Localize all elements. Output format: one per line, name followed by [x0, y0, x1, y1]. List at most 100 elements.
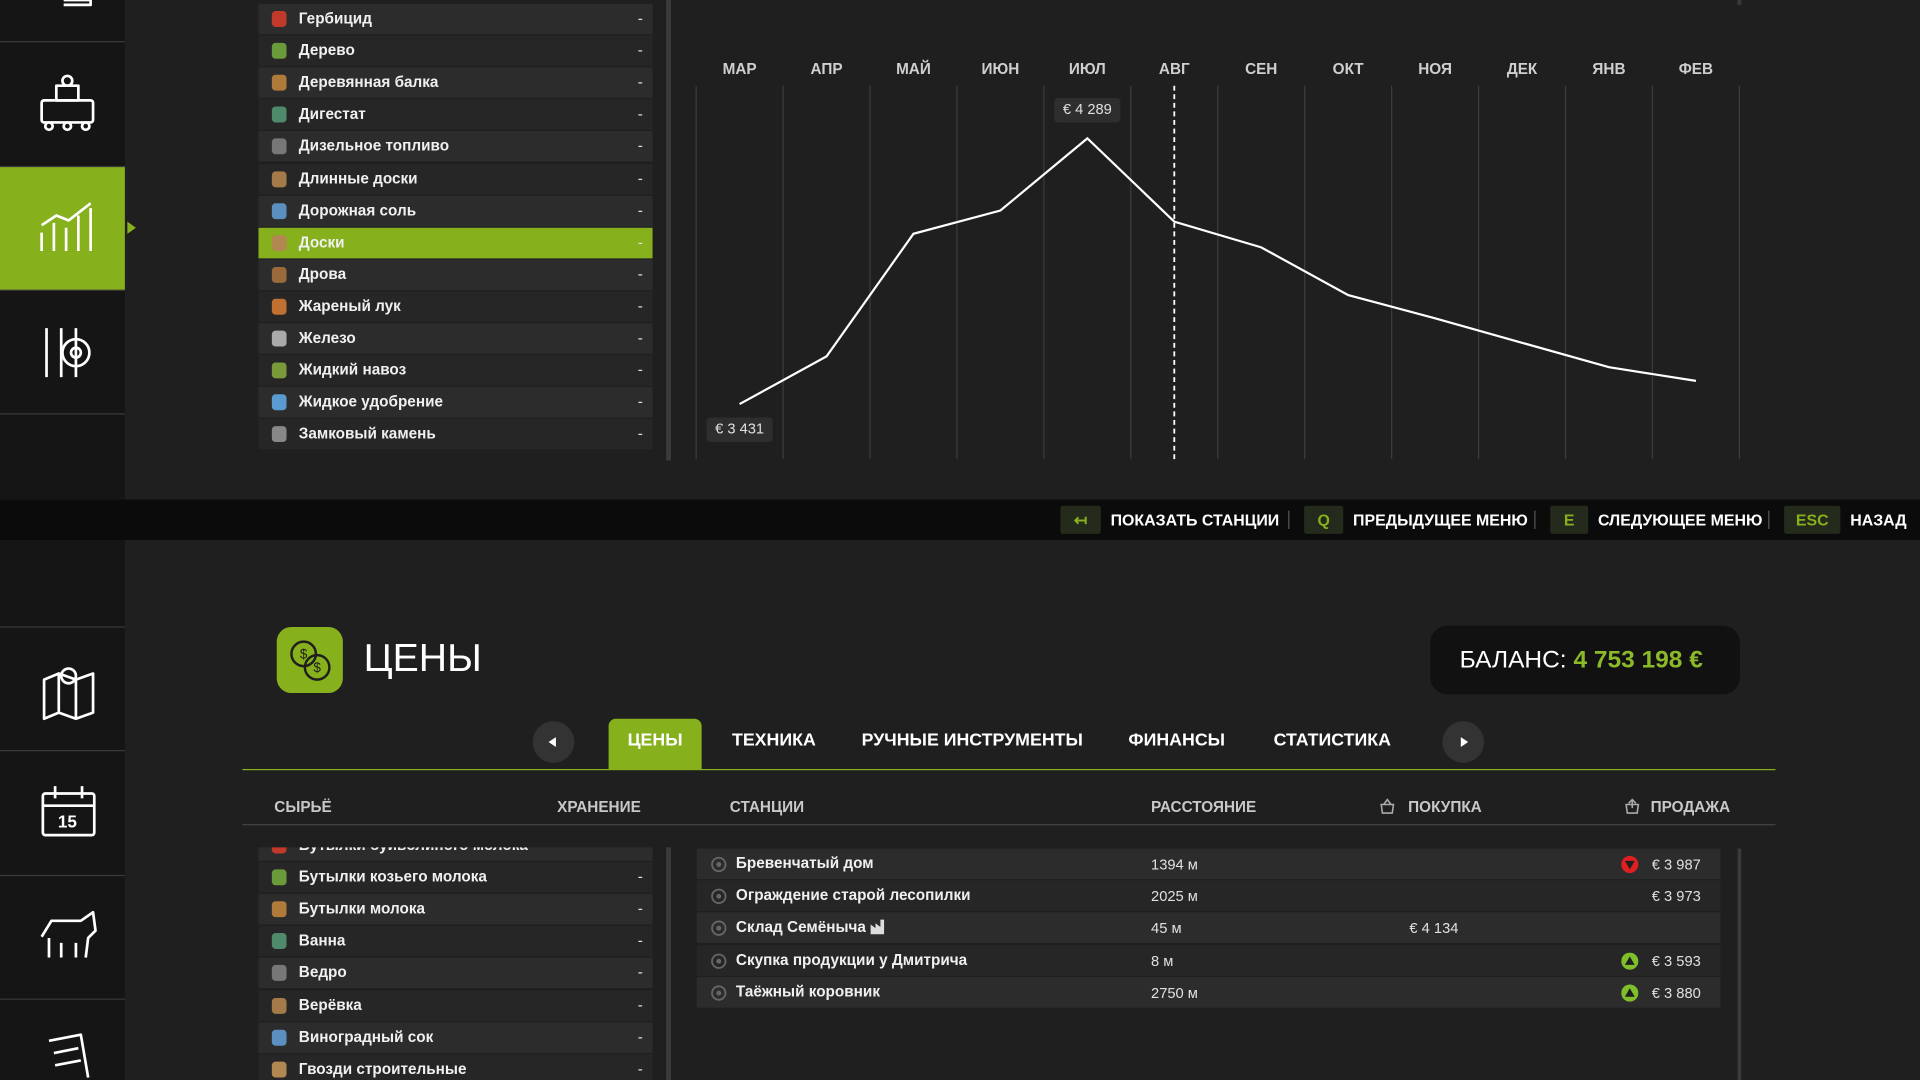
control-label[interactable]: ПРЕДЫДУЩЕЕ МЕНЮ	[1353, 510, 1528, 529]
station-row[interactable]: Таёжный коровник 2750 м € 3 880	[696, 976, 1721, 1008]
sidebar-active[interactable]	[0, 166, 125, 291]
sell-icon	[1625, 798, 1640, 814]
station-row[interactable]: Склад Семёныча 45 м € 4 134	[696, 912, 1721, 944]
station-icon	[711, 856, 727, 873]
goods-row[interactable]: Замковый камень -	[258, 419, 653, 450]
goods-icon	[271, 933, 287, 950]
control-label[interactable]: НАЗАД	[1850, 510, 1907, 529]
station-name: Ограждение старой лесопилки	[735, 886, 971, 904]
goods-icon	[271, 138, 287, 155]
goods-icon	[271, 1029, 287, 1046]
key-hint[interactable]: ↤	[1060, 505, 1101, 534]
goods-row[interactable]: Дигестат -	[258, 99, 653, 131]
goods-storage: -	[637, 201, 643, 219]
goods-name: Гербицид	[298, 9, 372, 27]
key-hint[interactable]: Q	[1304, 505, 1344, 534]
goods-name: Бутылки буйволиного молока	[299, 847, 528, 853]
tab[interactable]: ТЕХНИКА	[731, 731, 816, 751]
value-label: € 4 289	[1063, 102, 1112, 118]
month-label: ФЕВ	[1679, 61, 1713, 78]
tab[interactable]: СТАТИСТИКА	[1273, 731, 1391, 751]
value-label: € 3 431	[715, 422, 764, 438]
goods-storage: -	[637, 265, 643, 283]
month-label: МАЙ	[896, 60, 931, 78]
goods-row[interactable]: Длинные доски -	[258, 163, 653, 195]
goods-name: Жареный лук	[298, 297, 401, 315]
goods-row-selected[interactable]: Доски -	[258, 227, 653, 258]
goods-name: Виноградный сок	[298, 1028, 434, 1046]
goods-storage: -	[637, 868, 643, 886]
goods-name: Ведро	[298, 964, 347, 982]
goods-name: Дигестат	[298, 105, 366, 123]
goods-row[interactable]: Деревянная балка -	[258, 67, 653, 99]
goods-name: Бутылки козьего молока	[298, 868, 487, 886]
scrollbar	[666, 0, 672, 461]
goods-row[interactable]: Дрова -	[258, 259, 653, 290]
goods-icon	[271, 426, 287, 443]
goods-row[interactable]: Виноградный сок -	[258, 1021, 653, 1053]
goods-row[interactable]: Гербицид -	[258, 3, 653, 35]
goods-storage: -	[637, 105, 643, 123]
month-label: НОЯ	[1418, 61, 1452, 78]
goods-name: Дерево	[298, 41, 355, 59]
tab-next[interactable]	[1442, 721, 1485, 763]
goods-storage: -	[637, 1060, 643, 1078]
tab[interactable]: РУЧНЫЕ ИНСТРУМЕНТЫ	[861, 731, 1083, 751]
goods-list: Гербицид - Дерево - Деревянная балка - Дигеста…	[258, 0, 653, 459]
control-label[interactable]: СЛЕДУЮЩЕЕ МЕНЮ	[1597, 510, 1763, 529]
goods-row[interactable]: Ведро -	[258, 958, 653, 989]
goods-row[interactable]: Дизельное топливо -	[258, 131, 653, 163]
month-label: ИЮН	[981, 61, 1019, 78]
goods-storage: -	[637, 297, 643, 315]
goods-row[interactable]: Верёвка -	[258, 990, 653, 1021]
column-header: СЫРЬЁ	[274, 798, 332, 816]
station-sell: € 3 593	[1651, 952, 1701, 970]
goods-name: Жидкий навоз	[298, 361, 407, 379]
sidebar-bottom	[0, 540, 125, 1080]
goods-row[interactable]: Ванна -	[258, 926, 653, 957]
goods-row[interactable]: Бутылки молока -	[258, 894, 653, 925]
goods-storage: -	[637, 41, 643, 59]
svg-text:$: $	[300, 647, 308, 662]
goods-name: Длинные доски	[298, 169, 418, 187]
goods-row[interactable]: Гвозди строительные -	[258, 1053, 653, 1080]
column-header: ПРОДАЖА	[1650, 798, 1731, 816]
station-row[interactable]: Бревенчатый дом 1394 м € 3 987	[696, 848, 1721, 880]
station-icon	[711, 920, 727, 937]
separator	[1288, 510, 1290, 529]
goods-row[interactable]: Бутылки козьего молока -	[258, 862, 653, 893]
goods-icon	[271, 11, 287, 27]
goods-storage: -	[637, 964, 643, 982]
goods-row[interactable]: Бутылки буйволиного молока -	[258, 847, 653, 861]
tab-prev[interactable]	[532, 721, 575, 763]
coins-icon: $$	[290, 640, 331, 681]
goods-name: Дрова	[298, 265, 347, 283]
goods-name: Дорожная соль	[298, 201, 417, 219]
goods-row[interactable]: Железо -	[258, 323, 653, 354]
control-label[interactable]: ПОКАЗАТЬ СТАНЦИИ	[1110, 510, 1280, 529]
goods-row[interactable]: Жидкий навоз -	[258, 355, 653, 386]
goods-row[interactable]: Жареный лук -	[258, 291, 653, 322]
goods-name: Железо	[298, 329, 356, 347]
tab-active[interactable]: ЦЕНЫ	[627, 731, 683, 751]
goods-icon	[271, 234, 287, 251]
goods-row[interactable]: Дерево -	[258, 35, 653, 67]
balance-value: 4 753 198 €	[1573, 646, 1703, 674]
goods-icon	[271, 362, 287, 379]
station-row[interactable]: Ограждение старой лесопилки 2025 м € 3 973	[696, 880, 1721, 912]
goods-row[interactable]: Дорожная соль -	[258, 195, 653, 227]
tab-active-bg[interactable]	[608, 718, 702, 769]
label-bg	[706, 417, 773, 443]
svg-text:15: 15	[58, 811, 78, 831]
tab[interactable]: ФИНАНСЫ	[1128, 731, 1226, 751]
station-row[interactable]: Скупка продукции у Дмитрича 8 м € 3 593	[696, 944, 1721, 976]
key-hint[interactable]: E	[1550, 505, 1589, 534]
goods-icon	[271, 170, 287, 187]
goods-row[interactable]: Жидкое удобрение -	[258, 387, 653, 418]
price-chart: МАР АПР МАЙ ИЮН ИЮЛ АВГ СЕН ОКТ НОЯ ДЕК ЯНВ ФЕВ € 3 …	[695, 60, 1741, 460]
goods-icon	[271, 106, 287, 123]
trend-icon	[1621, 984, 1639, 1002]
key-hint[interactable]: ESC	[1784, 505, 1841, 534]
goods-icon	[271, 997, 287, 1014]
